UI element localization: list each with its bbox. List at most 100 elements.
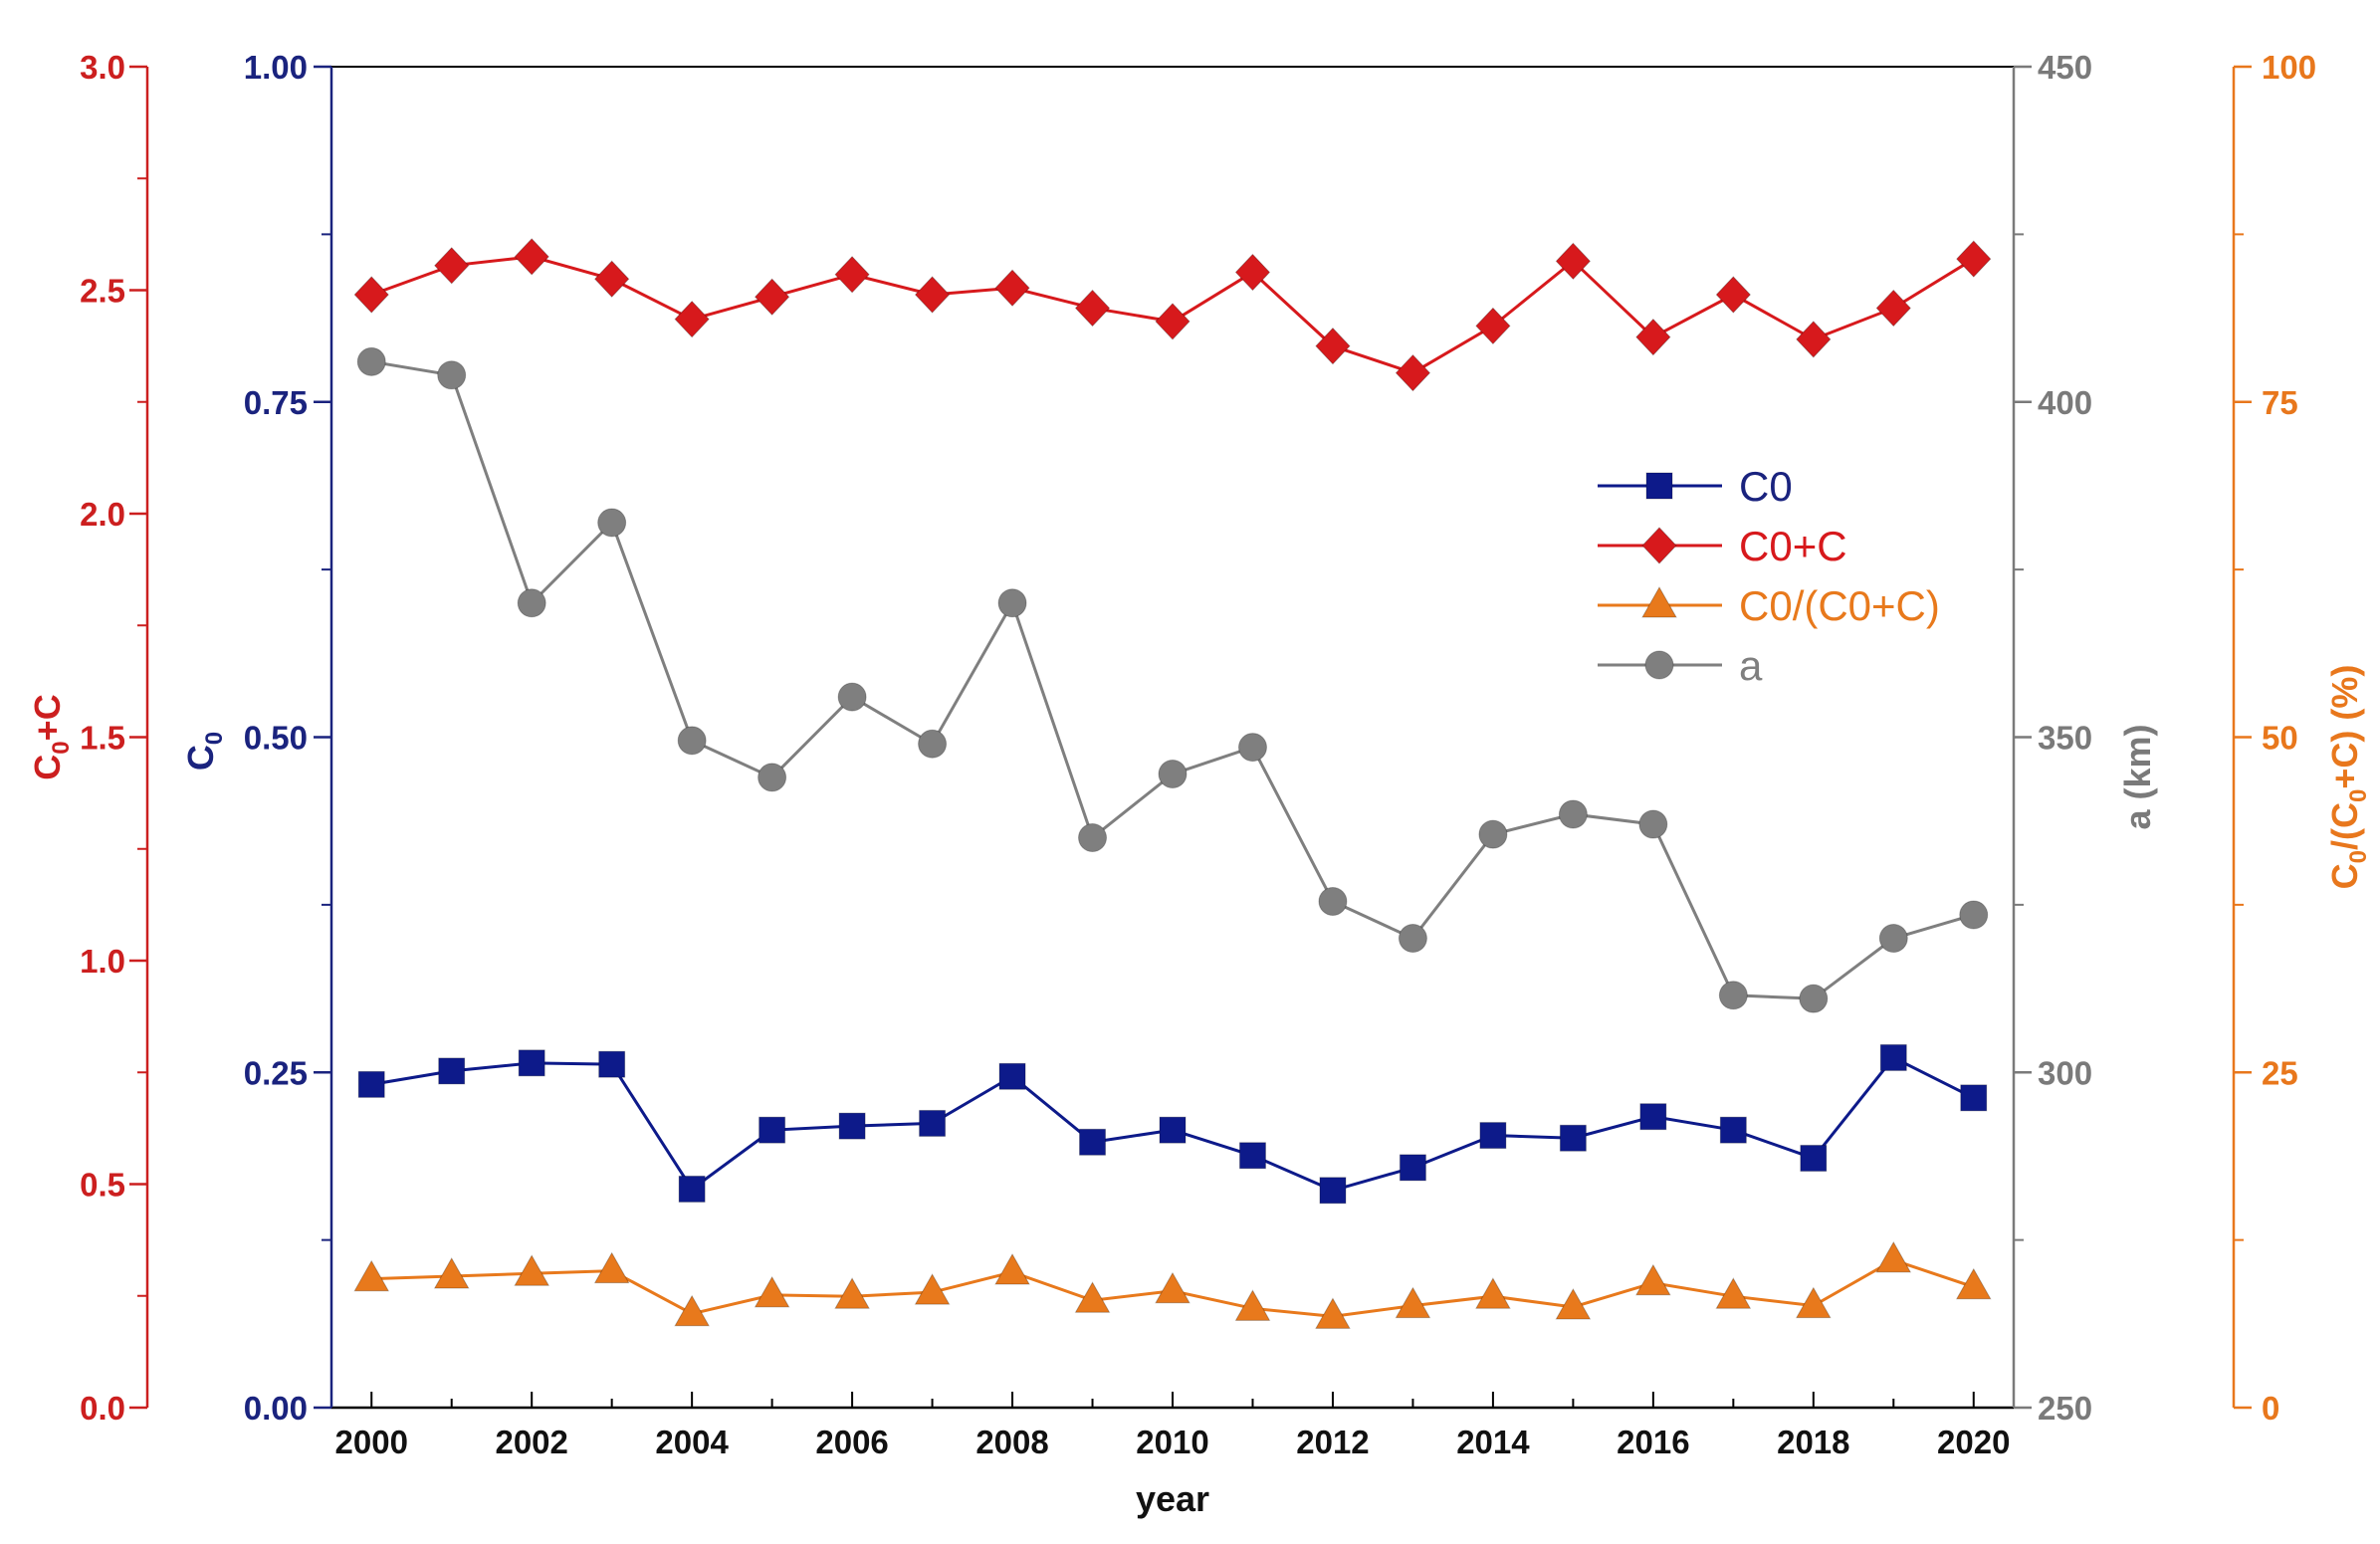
x-tick-label: 2008	[975, 1424, 1048, 1460]
x-tick-label: 2010	[1136, 1424, 1208, 1460]
legend-marker	[1644, 650, 1674, 680]
legend-marker	[1641, 527, 1677, 564]
series-a-point	[1638, 809, 1668, 839]
series-c0-c-point	[1475, 307, 1511, 345]
series-a-point	[437, 360, 467, 390]
series-c0-c-point	[1395, 353, 1431, 392]
a-tick-label: 250	[2038, 1390, 2092, 1427]
legend-item: a	[1598, 642, 1763, 689]
legend-item: C0+C	[1598, 523, 1847, 569]
series-c0-point	[1719, 1116, 1747, 1144]
series-a-point	[997, 588, 1027, 618]
series-c0-c0-c-point	[914, 1273, 951, 1305]
series-c0-c0-c-point	[353, 1259, 390, 1292]
series-c0-point	[598, 1050, 626, 1078]
series-c0-point	[758, 1116, 786, 1144]
series-a-point	[1237, 733, 1267, 763]
series-c0-point	[1079, 1128, 1107, 1156]
series-a-point	[1158, 760, 1188, 789]
series-c0-point	[1159, 1116, 1187, 1144]
series-a-point	[1558, 799, 1588, 829]
series-c0-c0-c-point	[1315, 1297, 1351, 1329]
series-c0-c-point	[353, 276, 389, 314]
series-c0-point	[518, 1049, 545, 1077]
series-c0-c-point	[914, 276, 951, 314]
series-c0-point	[919, 1109, 947, 1137]
series-c0-c0-c-point	[514, 1254, 550, 1286]
series-c0-c-point	[1635, 318, 1671, 356]
series-a-point	[597, 508, 627, 538]
series-c0-c0-c-point	[1715, 1277, 1752, 1309]
series-c0-c-point	[834, 256, 870, 294]
c0sum-tick-label: 3.0	[80, 49, 125, 86]
x-tick-label: 2006	[815, 1424, 888, 1460]
series-a-point	[1478, 819, 1508, 849]
series-c0-c0-c-point	[1234, 1289, 1271, 1321]
c0-tick-label: 0.00	[244, 1390, 308, 1427]
a-tick-label: 400	[2038, 384, 2092, 421]
series-a-point	[1078, 823, 1108, 853]
a-tick-label: 450	[2038, 49, 2092, 86]
series-c0-point	[1399, 1154, 1426, 1182]
series-c0-c-point	[754, 278, 790, 316]
series-c0-c-point	[1956, 240, 1992, 278]
legend-label: C0/(C0+C)	[1739, 582, 1940, 629]
c0-axis-title: C0	[180, 732, 228, 771]
c0sum-tick-label: 2.0	[80, 496, 125, 533]
series-c0-c0-c-point	[1395, 1286, 1431, 1319]
x-tick-label: 2020	[1937, 1424, 2010, 1460]
series-a-point	[1799, 984, 1829, 1013]
series-c0-c-point	[1234, 253, 1271, 292]
series-c0-c-point	[593, 260, 630, 299]
x-tick-label: 2000	[335, 1424, 408, 1460]
series-c0-c-point	[1796, 321, 1832, 358]
series-c0-point	[1479, 1122, 1507, 1150]
series-c0-c-point	[1315, 327, 1351, 365]
series-c0-c0-c-point	[1875, 1240, 1912, 1273]
ratio-tick-label: 0	[2262, 1390, 2279, 1427]
series-a-point	[1878, 924, 1908, 954]
series-a-point	[1718, 981, 1748, 1010]
x-tick-label: 2016	[1617, 1424, 1689, 1460]
legend-label: C0	[1739, 463, 1793, 510]
x-tick-label: 2004	[655, 1424, 729, 1460]
series-a-point	[918, 729, 948, 759]
ratio-tick-label: 50	[2262, 720, 2298, 757]
x-axis-title: year	[1136, 1478, 1209, 1519]
series-c0-c-point	[1875, 289, 1911, 328]
series-a-point	[356, 346, 386, 376]
series-c0-c0-c-point	[1475, 1277, 1511, 1309]
x-tick-label: 2002	[495, 1424, 567, 1460]
series-c0-c0-c-point	[674, 1294, 711, 1327]
ratio-axis-title: C0/(C0+C) (%)	[2324, 665, 2372, 890]
series-c0-c0-c-point	[1074, 1281, 1111, 1313]
legend-marker	[1641, 585, 1677, 618]
a-tick-label: 350	[2038, 720, 2092, 757]
series-c0-c0-c-point	[1955, 1267, 1992, 1300]
series-c0-point	[1879, 1043, 1907, 1071]
legend-item: C0/(C0+C)	[1598, 582, 1940, 629]
c0-tick-label: 0.75	[244, 384, 308, 421]
series-c0-point	[1238, 1142, 1266, 1170]
series-c0-c-point	[434, 247, 470, 285]
c0-tick-label: 0.25	[244, 1054, 308, 1091]
series-a-line	[370, 359, 1975, 1000]
ratio-tick-label: 25	[2262, 1054, 2298, 1091]
series-c0-point	[1559, 1124, 1587, 1152]
c0sum-tick-label: 2.5	[80, 273, 125, 310]
c0sum-tick-label: 1.5	[80, 720, 125, 757]
x-tick-label: 2014	[1456, 1424, 1530, 1460]
series-c0-point	[838, 1112, 866, 1140]
c0-tick-label: 0.50	[244, 720, 308, 757]
c0-tick-label: 1.00	[244, 49, 308, 86]
series-c0-c0-c-point	[834, 1277, 870, 1309]
series-a-point	[677, 726, 707, 756]
a-tick-label: 300	[2038, 1054, 2092, 1091]
a-axis-title: a (km)	[2117, 724, 2158, 829]
legend-label: a	[1739, 642, 1763, 689]
c0sum-tick-label: 0.5	[80, 1167, 125, 1204]
series-c0-c0-c-point	[593, 1251, 630, 1284]
series-c0-c-point	[514, 238, 549, 276]
series-c0-point	[1639, 1103, 1667, 1131]
